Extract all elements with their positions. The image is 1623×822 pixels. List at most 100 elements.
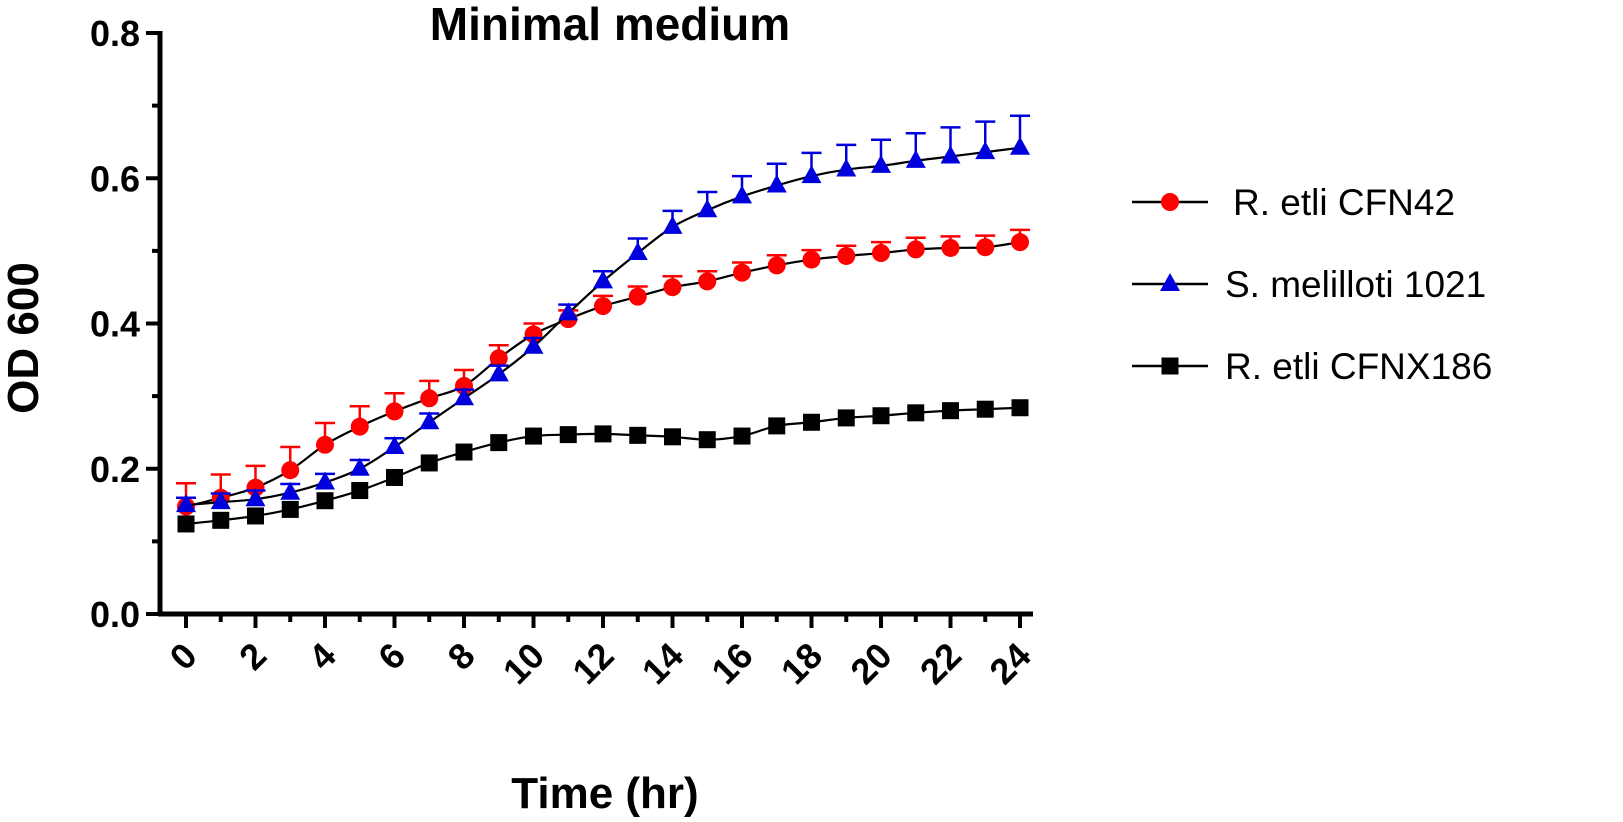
data-point: [941, 238, 960, 257]
legend-label: S. melilloti 1021: [1225, 264, 1486, 305]
x-tick-label: 14: [634, 635, 691, 692]
data-point: [1011, 399, 1029, 417]
data-point: [629, 426, 647, 444]
data-point: [351, 482, 369, 500]
data-point: [349, 457, 370, 476]
data-point: [489, 349, 508, 368]
y-tick-label: 0.0: [90, 594, 140, 635]
data-point: [384, 435, 405, 454]
data-point: [733, 427, 751, 445]
series-0: [176, 228, 1030, 516]
data-point: [177, 515, 195, 533]
data-point: [872, 407, 890, 425]
data-point: [594, 297, 612, 316]
legend-marker: [1161, 193, 1179, 211]
data-point: [627, 242, 648, 261]
data-point: [940, 145, 961, 164]
y-axis-label: OD 600: [0, 262, 48, 414]
chart-title: Minimal medium: [430, 0, 790, 50]
data-point: [975, 141, 996, 160]
x-tick-label: 6: [370, 635, 413, 678]
x-tick-label: 4: [301, 635, 344, 678]
legend-label: R. etli CFNX186: [1225, 346, 1492, 387]
y-tick-label: 0.6: [90, 158, 140, 199]
data-point: [732, 185, 752, 204]
data-point: [316, 435, 334, 454]
data-point: [385, 402, 404, 421]
series-layer: [176, 114, 1030, 533]
x-axis-label: Time (hr): [511, 769, 698, 818]
data-point: [246, 478, 265, 497]
data-point: [664, 428, 681, 446]
data-point: [1011, 233, 1029, 252]
series-1: [176, 114, 1030, 513]
data-point: [316, 492, 334, 510]
data-point: [488, 363, 509, 382]
data-point: [976, 238, 995, 257]
data-point: [906, 240, 925, 259]
y-tick-label: 0.8: [90, 13, 140, 54]
data-point: [767, 256, 786, 275]
data-point: [455, 443, 473, 461]
data-point: [768, 417, 786, 435]
data-point: [558, 302, 579, 321]
y-tick-label: 0.4: [90, 304, 140, 345]
data-point: [281, 461, 300, 480]
data-point: [420, 389, 439, 408]
x-tick-label: 16: [703, 635, 760, 692]
x-tick-label: 22: [912, 635, 969, 692]
data-point: [247, 507, 264, 525]
data-point: [420, 454, 438, 472]
data-point: [559, 426, 577, 444]
x-tick-label: 24: [981, 635, 1038, 692]
y-tick-label: 0.2: [90, 449, 140, 490]
x-tick-label: 10: [495, 635, 552, 692]
series-2: [177, 399, 1029, 533]
legend: R. etli CFN42 S. melilloti 1021 R. etli CF…: [1132, 182, 1492, 387]
x-tick-label: 20: [842, 635, 899, 692]
data-point: [315, 471, 335, 490]
data-point: [802, 250, 821, 269]
data-point: [942, 402, 959, 420]
x-tick-label: 12: [564, 635, 621, 692]
data-point: [281, 500, 299, 518]
axes: 0.00.20.40.60.80 2 4 6 8 10 12 14 16 18 20 22 24: [90, 13, 1039, 692]
data-point: [245, 488, 266, 507]
legend-label: R. etli CFN42: [1233, 182, 1455, 223]
data-point: [525, 427, 542, 445]
data-point: [905, 149, 926, 168]
data-point: [907, 404, 925, 422]
series-line: [185, 406, 1021, 526]
data-point: [593, 270, 613, 289]
data-point: [662, 215, 683, 234]
data-point: [801, 165, 822, 184]
data-point: [698, 272, 717, 291]
data-point: [1010, 136, 1030, 155]
data-point: [454, 387, 474, 406]
data-point: [176, 494, 196, 513]
x-tick-label: 18: [773, 635, 830, 692]
data-point: [733, 263, 751, 282]
data-point: [872, 244, 890, 263]
data-point: [698, 431, 716, 449]
data-point: [871, 154, 891, 173]
data-point: [419, 411, 440, 430]
data-point: [280, 481, 301, 500]
data-point: [803, 413, 820, 431]
data-point: [766, 174, 787, 193]
legend-marker: [1160, 273, 1180, 291]
x-tick-label: 8: [440, 635, 483, 678]
data-point: [210, 491, 231, 510]
data-point: [490, 434, 508, 452]
data-point: [386, 468, 403, 486]
data-point: [628, 287, 647, 306]
data-point: [594, 425, 612, 443]
data-point: [523, 335, 544, 354]
data-point: [350, 417, 369, 436]
series-line: [185, 146, 1021, 507]
data-point: [836, 158, 857, 177]
data-point: [212, 511, 230, 529]
data-point: [976, 400, 994, 418]
data-point: [837, 246, 856, 265]
